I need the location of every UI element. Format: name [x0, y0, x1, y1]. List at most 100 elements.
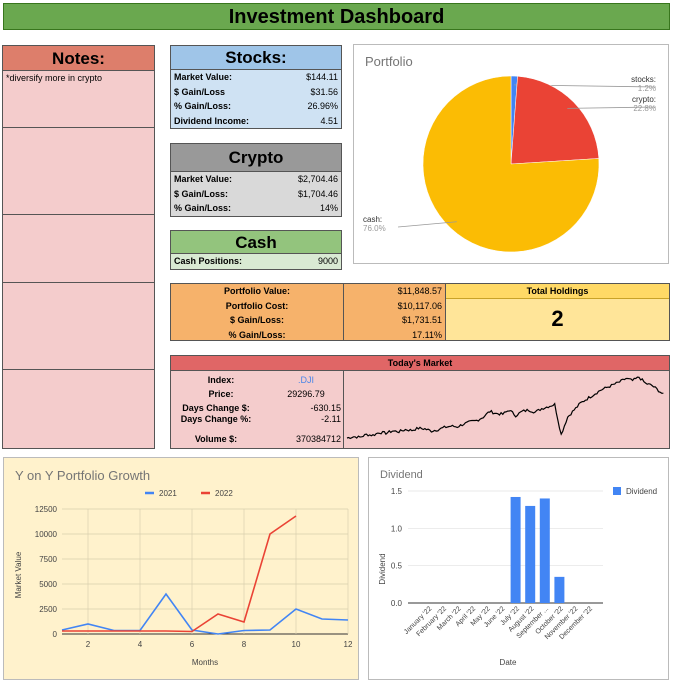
market-value: -630.15	[310, 403, 341, 413]
pie-label: crypto:	[632, 95, 656, 104]
market-value: 370384712	[295, 434, 341, 444]
value: 26.96%	[307, 101, 338, 111]
stocks-row: Market Value: $144.11	[171, 70, 341, 85]
todays-market-panel: Today's Market Index: .DJI Price: 29296.79…	[170, 355, 670, 449]
label: Dividend Income:	[174, 115, 250, 126]
y-axis-label: Dividend	[378, 553, 387, 584]
x-axis-label: Date	[500, 658, 517, 667]
pie-leader-line	[397, 221, 457, 228]
chart-frame	[3, 457, 359, 680]
y-tick-label: 0.5	[391, 562, 403, 571]
summary-label: Portfolio Cost:	[225, 300, 289, 311]
summary-value: $10,117.06	[397, 300, 442, 311]
crypto-header: Crypto	[170, 143, 342, 172]
market-label: Price:	[208, 389, 234, 399]
y-tick-label: 1.0	[391, 524, 403, 533]
pie-pct: 1.2%	[638, 84, 656, 93]
yoy-growth-chart: Y on Y Portfolio Growth 0 2500 5000 7500 100…	[3, 457, 359, 680]
legend-swatch	[613, 487, 621, 495]
summary-value: 17.11%	[412, 329, 442, 340]
summary-label: Portfolio Value:	[223, 286, 290, 296]
label: Market Value:	[174, 174, 233, 184]
crypto-row: $ Gain/Loss: $1,704.46	[171, 187, 341, 202]
index-link[interactable]: .DJI	[297, 375, 314, 385]
value: $1,704.46	[297, 188, 338, 199]
note-cell[interactable]	[2, 215, 155, 283]
pie-pct: 76.0%	[363, 224, 386, 233]
market-label: Days Change $:	[182, 403, 250, 413]
label: % Gain/Loss:	[174, 101, 232, 111]
market-label: Days Change %:	[180, 414, 252, 424]
value: $31.56	[310, 86, 338, 97]
y-tick-label: 0.0	[391, 599, 403, 608]
x-tick-label: 6	[190, 640, 195, 649]
crypto-row: % Gain/Loss: 14%	[171, 201, 341, 216]
pie-pct: 22.8%	[633, 104, 656, 113]
value: 14%	[319, 203, 338, 213]
pie-leader-line	[567, 106, 657, 109]
stocks-header: Stocks:	[170, 45, 342, 70]
stocks-panel: Stocks: Market Value: $144.11 $ Gain/Loss…	[170, 45, 342, 129]
label: % Gain/Loss:	[174, 203, 232, 213]
bar-October '22	[554, 576, 565, 603]
portfolio-pie-chart: Portfolio stocks:1.2% crypto:22.8% cash:76…	[353, 44, 669, 264]
note-cell[interactable]	[2, 370, 155, 449]
x-tick-label: 4	[138, 640, 143, 649]
x-tick-label: 8	[242, 640, 247, 649]
y-tick-label: 0	[53, 630, 58, 639]
series-line-2021	[61, 592, 349, 635]
series-line-2022	[62, 515, 297, 633]
y-tick-label: 12500	[35, 505, 58, 514]
summary-value: $11,848.57	[397, 286, 442, 296]
market-label: Volume $:	[194, 434, 238, 444]
x-tick-label: 2	[86, 640, 91, 649]
summary-label: % Gain/Loss:	[228, 329, 286, 340]
pie-slice-cash	[422, 75, 600, 253]
total-holdings-value: 2	[551, 306, 564, 331]
notes-header: Notes:	[2, 45, 155, 71]
market-sparkline	[346, 376, 664, 440]
label: $ Gain/Loss	[174, 86, 226, 97]
summary-panel: Portfolio Value: Portfolio Cost: $ Gain/…	[170, 283, 670, 341]
value: $144.11	[306, 72, 338, 82]
x-tick-label: 10	[292, 640, 301, 649]
note-cell[interactable]	[2, 283, 155, 370]
chart-title: Portfolio	[365, 54, 413, 69]
cash-row: Cash Positions: 9000	[171, 254, 341, 269]
chart-title: Y on Y Portfolio Growth	[15, 468, 150, 483]
y-tick-label: 5000	[39, 580, 57, 589]
summary-value: $1,731.51	[401, 315, 442, 325]
bar-August '22	[525, 505, 536, 603]
sparkline-line	[346, 376, 664, 440]
legend-label: Dividend	[626, 487, 657, 496]
market-label: Index:	[207, 375, 235, 385]
value: 4.51	[320, 115, 338, 126]
value: $2,704.46	[297, 174, 338, 184]
cash-panel: Cash Cash Positions: 9000	[170, 230, 342, 270]
bar-September ...	[539, 498, 550, 603]
crypto-panel: Crypto Market Value: $2,704.46 $ Gain/Los…	[170, 143, 342, 217]
x-tick-label: 12	[344, 640, 353, 649]
pie-slice-crypto	[510, 75, 600, 165]
note-cell[interactable]	[2, 128, 155, 215]
total-holdings-label: Total Holdings	[446, 284, 669, 299]
note-cell[interactable]: *diversify more in crypto	[2, 71, 155, 128]
legend-label: 2021	[159, 489, 177, 498]
x-axis-label: Months	[192, 658, 218, 667]
label: $ Gain/Loss:	[174, 188, 229, 199]
y-tick-label: 1.5	[391, 487, 403, 496]
crypto-row: Market Value: $2,704.46	[171, 172, 341, 187]
stocks-row: % Gain/Loss: 26.96%	[171, 99, 341, 114]
legend-label: 2022	[215, 489, 233, 498]
y-tick-label: 2500	[39, 605, 57, 614]
label: Cash Positions:	[174, 256, 243, 266]
market-value: -2.11	[321, 414, 341, 424]
market-header: Today's Market	[171, 356, 669, 371]
pie-label: stocks:	[631, 75, 656, 84]
summary-label: $ Gain/Loss:	[229, 315, 284, 325]
y-tick-label: 10000	[35, 530, 58, 539]
chart-title: Dividend	[380, 469, 423, 481]
bar-July '22	[510, 496, 521, 603]
y-tick-label: 7500	[39, 555, 57, 564]
